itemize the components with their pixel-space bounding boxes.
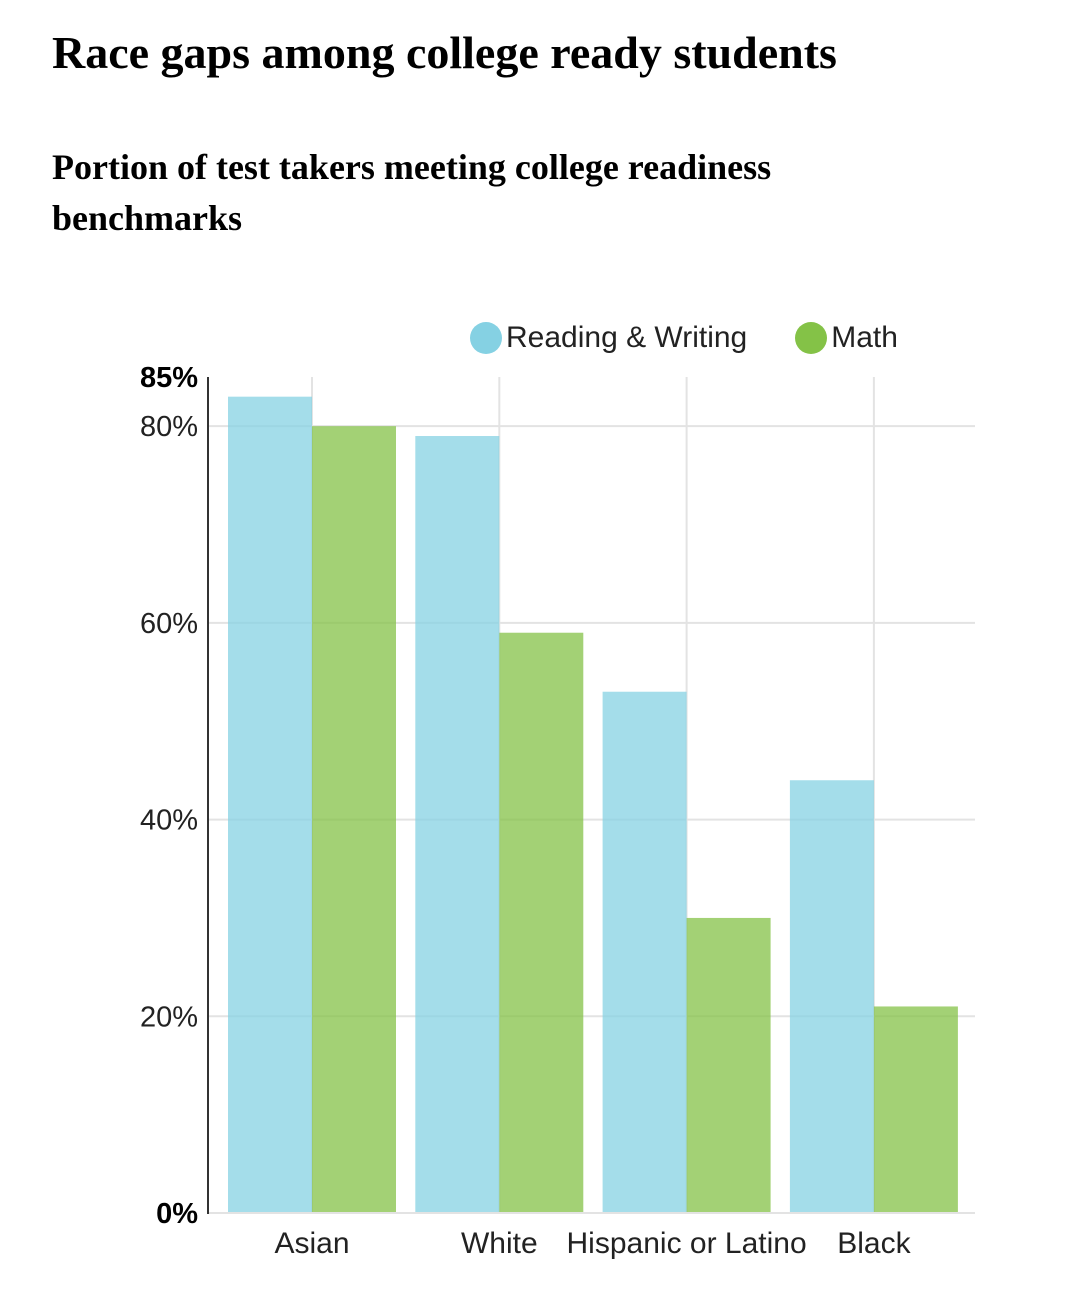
legend-item-math: Math [795,321,898,355]
y-tick-label-1: 20% [140,1001,198,1033]
x-tick-label-3: Black [837,1227,911,1260]
legend-swatch-math [795,322,828,354]
y-tick-label-2: 40% [140,805,198,837]
chart-title: Race gaps among college ready students [52,27,837,78]
x-tick-label-0: Asian [274,1227,349,1260]
bar-0-2 [602,691,687,1213]
bar-1-0 [312,426,396,1213]
y-tick-label-3: 60% [140,608,198,640]
legend-swatch-reading-writing [470,322,502,354]
chart-subtitle: Portion of test takers meeting college r… [52,147,772,238]
bar-0-3 [789,780,874,1213]
bar-0-1 [415,436,500,1213]
x-tick-label-2: Hispanic or Latino [567,1227,807,1260]
bar-0-0 [228,396,312,1213]
y-tick-label-5: 85% [140,362,198,394]
legend-label-math: Math [831,321,898,354]
legend: Reading & Writing Math [470,318,898,358]
y-tick-label-0: 0% [156,1198,198,1230]
legend-label-reading-writing: Reading & Writing [506,321,748,354]
bar-1-2 [686,917,771,1213]
bar-1-3 [873,1006,958,1213]
x-tick-label-1: White [461,1227,538,1260]
bar-1-1 [499,632,584,1213]
legend-item-reading-writing: Reading & Writing [470,321,747,355]
y-tick-label-4: 80% [140,411,198,443]
